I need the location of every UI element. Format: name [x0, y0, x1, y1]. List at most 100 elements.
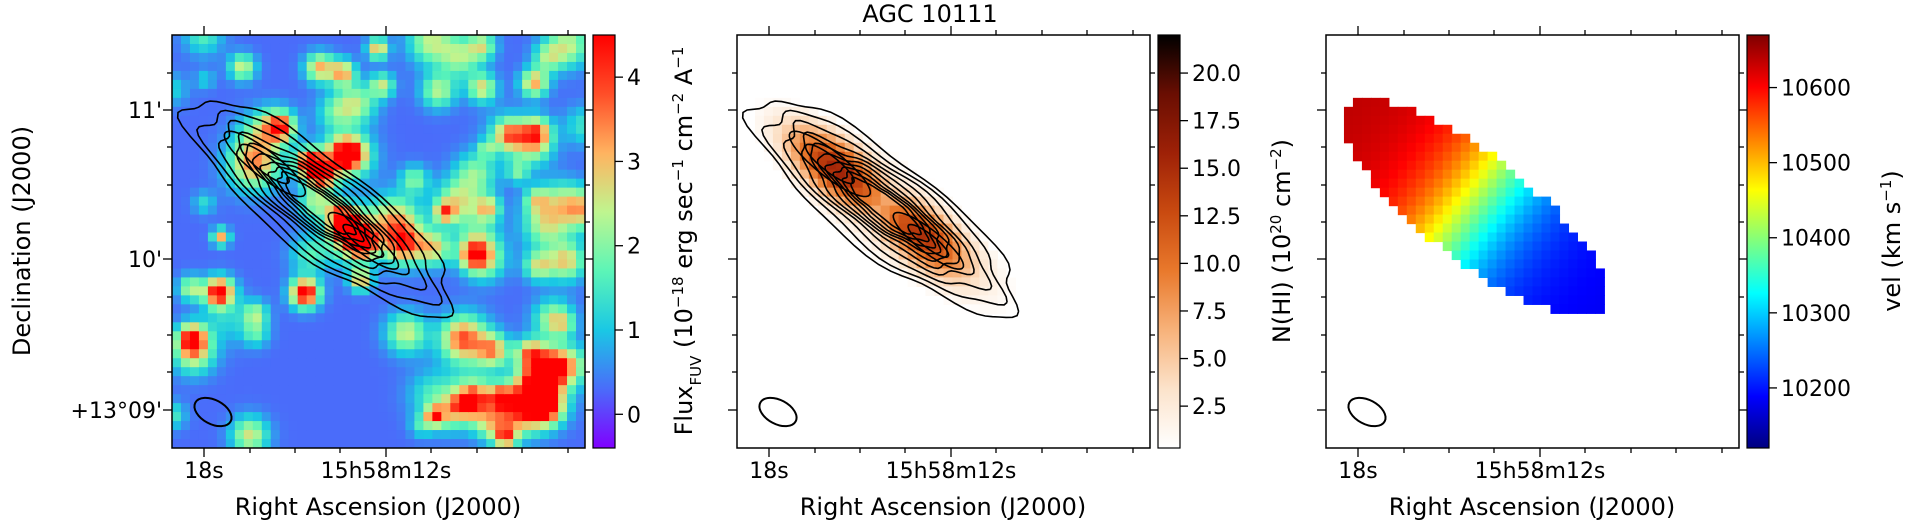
image-pixel [351, 376, 362, 386]
image-pixel [306, 295, 317, 305]
image-pixel [558, 151, 568, 162]
image-pixel [576, 205, 585, 216]
image-pixel [576, 97, 585, 108]
image-pixel [297, 79, 308, 90]
image-pixel [1523, 295, 1534, 305]
image-pixel [817, 178, 828, 189]
image-pixel [279, 358, 290, 368]
image-pixel [576, 322, 585, 332]
image-pixel [432, 277, 442, 287]
image-pixel [270, 88, 281, 99]
image-pixel [405, 88, 416, 99]
image-pixel [1550, 286, 1561, 296]
image-pixel [540, 214, 550, 225]
image-pixel [576, 133, 585, 144]
image-pixel [234, 385, 245, 395]
image-pixel [495, 52, 505, 63]
image-pixel [745, 115, 756, 126]
image-pixel [754, 97, 765, 108]
image-pixel [1478, 223, 1489, 234]
image-pixel [216, 115, 227, 126]
image-pixel [1406, 133, 1417, 144]
image-pixel [342, 394, 353, 404]
image-pixel [1460, 169, 1471, 180]
image-pixel [522, 295, 532, 305]
image-pixel [172, 205, 182, 216]
image-pixel [441, 88, 451, 99]
image-pixel [234, 340, 245, 350]
image-pixel [952, 268, 963, 279]
image-pixel [1433, 124, 1444, 135]
image-pixel [225, 61, 236, 72]
image-pixel [504, 160, 514, 171]
image-pixel [1361, 124, 1372, 135]
x-axis-label: Right Ascension (J2000) [235, 493, 522, 521]
image-pixel [198, 295, 209, 305]
image-pixel [252, 322, 263, 332]
image-pixel [288, 295, 299, 305]
image-pixel [1550, 223, 1561, 234]
image-pixel [172, 259, 182, 270]
image-pixel [1469, 160, 1480, 171]
image-pixel [333, 385, 344, 395]
image-pixel [261, 259, 272, 270]
image-pixel [1505, 259, 1516, 270]
image-pixel [459, 430, 469, 440]
image-pixel [198, 331, 209, 341]
image-pixel [270, 241, 281, 252]
nhi-contours [741, 100, 1020, 319]
image-pixel [835, 196, 846, 207]
image-pixel [243, 385, 254, 395]
image-pixel [432, 421, 442, 431]
image-pixel [567, 421, 577, 431]
image-pixel [414, 196, 424, 207]
image-pixel [225, 322, 236, 332]
image-pixel [234, 187, 245, 198]
image-pixel [1469, 151, 1480, 162]
image-pixel [1352, 142, 1363, 153]
image-pixel [387, 349, 398, 359]
image-pixel [405, 52, 416, 63]
image-pixel [450, 106, 460, 117]
image-pixel [432, 88, 442, 99]
image-pixel [441, 160, 451, 171]
image-pixel [1550, 232, 1561, 243]
image-pixel [172, 439, 182, 448]
image-pixel [324, 169, 335, 180]
image-pixel [216, 367, 227, 377]
image-pixel [808, 196, 819, 207]
image-pixel [306, 178, 317, 189]
image-pixel [360, 286, 371, 296]
image-pixel [835, 169, 846, 180]
image-pixel [558, 277, 568, 287]
image-pixel [1541, 241, 1552, 252]
image-pixel [360, 259, 371, 270]
image-pixel [916, 232, 927, 243]
image-pixel [252, 232, 263, 243]
image-pixel [1406, 214, 1417, 225]
image-pixel [315, 340, 326, 350]
image-pixel [441, 295, 451, 305]
image-pixel [172, 403, 182, 413]
image-pixel [979, 295, 989, 305]
image-pixel [432, 394, 442, 404]
image-pixel [387, 421, 398, 431]
image-pixel [1514, 241, 1525, 252]
image-pixel [288, 376, 299, 386]
image-pixel [504, 322, 514, 332]
image-pixel [1433, 232, 1444, 243]
image-pixel [423, 52, 433, 63]
image-pixel [1586, 259, 1596, 270]
image-pixel [405, 187, 416, 198]
image-pixel [351, 439, 362, 448]
image-pixel [513, 286, 523, 296]
image-pixel [567, 124, 577, 135]
image-pixel [297, 331, 308, 341]
image-pixel [1397, 196, 1408, 207]
image-pixel [225, 268, 236, 279]
image-pixel [531, 430, 541, 440]
image-pixel [450, 43, 460, 54]
image-pixel [540, 115, 550, 126]
image-pixel [576, 313, 585, 323]
image-pixel [396, 88, 407, 99]
